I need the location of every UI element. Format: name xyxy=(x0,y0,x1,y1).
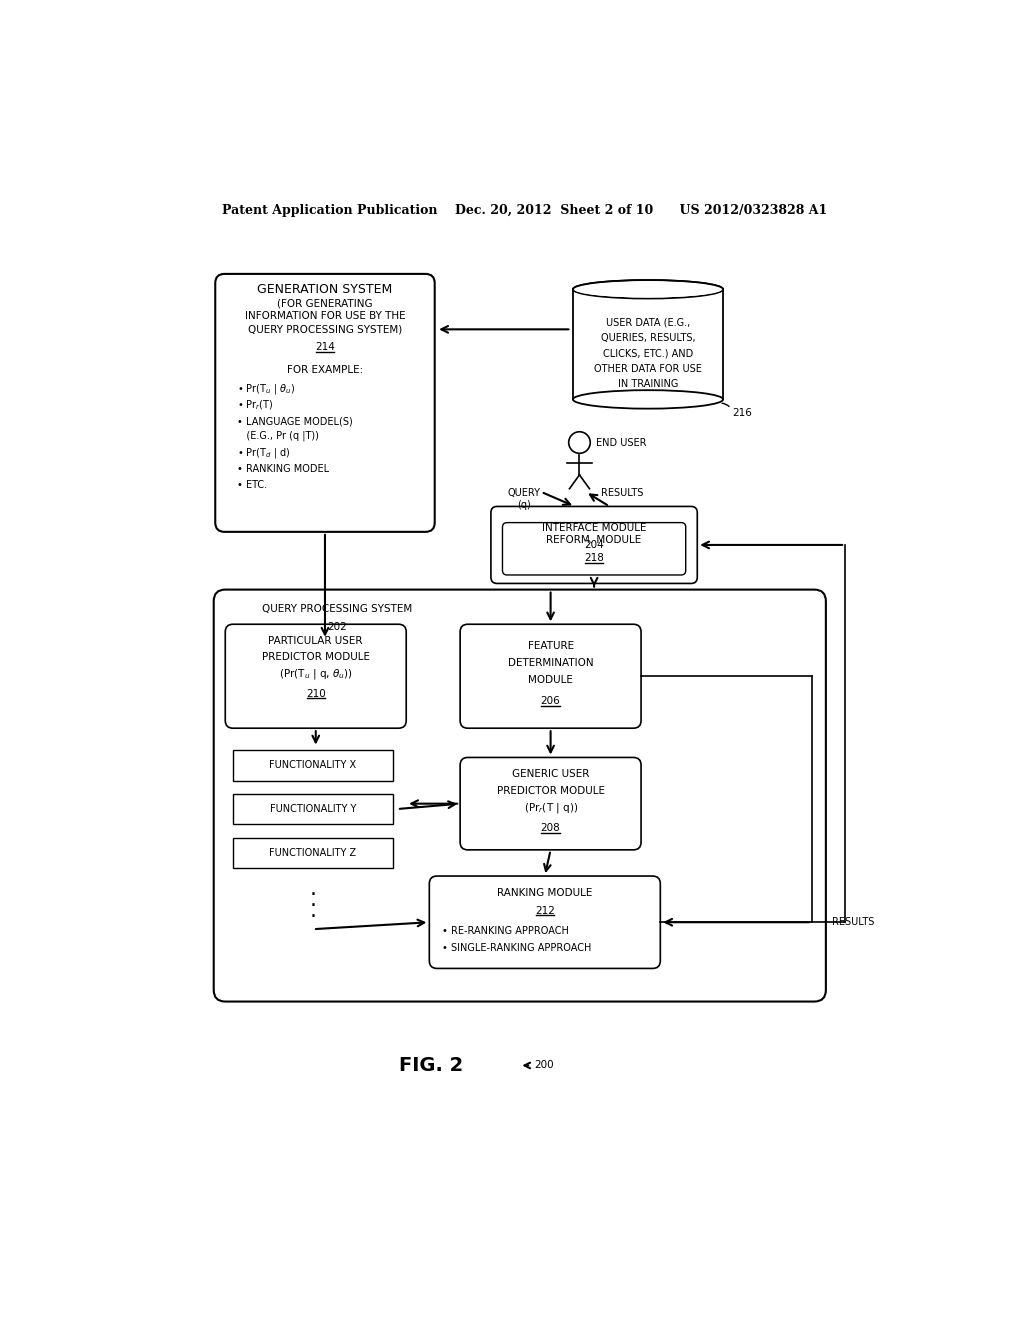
Text: • Pr(T$_d$ | d): • Pr(T$_d$ | d) xyxy=(237,446,291,459)
Text: 216: 216 xyxy=(732,408,753,418)
Text: 208: 208 xyxy=(541,824,560,833)
Ellipse shape xyxy=(572,280,723,298)
Text: QUERIES, RESULTS,: QUERIES, RESULTS, xyxy=(601,333,695,343)
Text: (q): (q) xyxy=(517,500,530,510)
Bar xyxy=(233,750,393,780)
Text: .: . xyxy=(309,879,316,899)
Text: PREDICTOR MODULE: PREDICTOR MODULE xyxy=(497,787,604,796)
Text: PARTICULAR USER: PARTICULAR USER xyxy=(268,636,362,647)
Text: .: . xyxy=(309,890,316,909)
Ellipse shape xyxy=(573,281,722,297)
Text: • ETC.: • ETC. xyxy=(237,480,267,490)
Text: 200: 200 xyxy=(535,1060,554,1071)
Text: 204: 204 xyxy=(585,540,604,550)
Text: • SINGLE-RANKING APPROACH: • SINGLE-RANKING APPROACH xyxy=(441,944,591,953)
Text: Patent Application Publication    Dec. 20, 2012  Sheet 2 of 10      US 2012/0323: Patent Application Publication Dec. 20, … xyxy=(222,205,827,218)
Text: GENERATION SYSTEM: GENERATION SYSTEM xyxy=(257,282,392,296)
FancyBboxPatch shape xyxy=(460,758,641,850)
Text: CLICKS, ETC.) AND: CLICKS, ETC.) AND xyxy=(603,348,693,358)
Text: • LANGUAGE MODEL(S): • LANGUAGE MODEL(S) xyxy=(237,417,352,426)
FancyBboxPatch shape xyxy=(490,507,697,583)
Text: QUERY PROCESSING SYSTEM): QUERY PROCESSING SYSTEM) xyxy=(248,325,402,334)
Text: FIG. 2: FIG. 2 xyxy=(398,1056,463,1074)
Bar xyxy=(233,793,393,825)
Text: INTERFACE MODULE: INTERFACE MODULE xyxy=(542,523,646,533)
Bar xyxy=(233,838,393,869)
Text: .: . xyxy=(309,900,316,920)
FancyBboxPatch shape xyxy=(460,624,641,729)
Bar xyxy=(572,289,723,400)
Text: 214: 214 xyxy=(315,342,335,352)
Text: (FOR GENERATING: (FOR GENERATING xyxy=(278,298,373,308)
Ellipse shape xyxy=(572,391,723,409)
Text: 210: 210 xyxy=(306,689,326,698)
Text: • Pr$_r$(T): • Pr$_r$(T) xyxy=(237,399,273,412)
Text: QUERY PROCESSING SYSTEM: QUERY PROCESSING SYSTEM xyxy=(262,603,412,614)
FancyBboxPatch shape xyxy=(429,876,660,969)
Text: GENERIC USER: GENERIC USER xyxy=(512,770,589,779)
Text: 218: 218 xyxy=(584,553,604,564)
Text: RESULTS: RESULTS xyxy=(601,488,643,499)
Text: RESULTS: RESULTS xyxy=(833,917,874,927)
Text: MODULE: MODULE xyxy=(528,675,573,685)
Text: QUERY: QUERY xyxy=(508,488,541,499)
Text: (Pr(T$_u$ | q, $\theta_u$)): (Pr(T$_u$ | q, $\theta_u$)) xyxy=(279,667,352,681)
Text: • RANKING MODEL: • RANKING MODEL xyxy=(237,463,329,474)
Text: FUNCTIONALITY Y: FUNCTIONALITY Y xyxy=(270,804,356,814)
Text: DETERMINATION: DETERMINATION xyxy=(508,657,593,668)
Text: OTHER DATA FOR USE: OTHER DATA FOR USE xyxy=(594,363,701,374)
Text: 212: 212 xyxy=(535,906,555,916)
Text: • RE-RANKING APPROACH: • RE-RANKING APPROACH xyxy=(441,927,568,936)
Text: INFORMATION FOR USE BY THE: INFORMATION FOR USE BY THE xyxy=(245,312,406,321)
Text: REFORM. MODULE: REFORM. MODULE xyxy=(547,535,642,545)
Text: PREDICTOR MODULE: PREDICTOR MODULE xyxy=(262,652,370,661)
Text: END USER: END USER xyxy=(596,437,647,447)
Text: FUNCTIONALITY Z: FUNCTIONALITY Z xyxy=(269,847,356,858)
Text: IN TRAINING: IN TRAINING xyxy=(617,379,678,389)
FancyBboxPatch shape xyxy=(225,624,407,729)
Text: (Pr$_r$(T | q)): (Pr$_r$(T | q)) xyxy=(523,801,578,816)
Text: FUNCTIONALITY X: FUNCTIONALITY X xyxy=(269,760,356,770)
Text: USER DATA (E.G.,: USER DATA (E.G., xyxy=(606,317,690,327)
Text: (E.G., Pr (q |T)): (E.G., Pr (q |T)) xyxy=(237,430,318,441)
FancyBboxPatch shape xyxy=(503,523,686,576)
Text: 202: 202 xyxy=(327,622,347,631)
Text: RANKING MODULE: RANKING MODULE xyxy=(497,888,593,898)
Text: FEATURE: FEATURE xyxy=(527,640,573,651)
FancyBboxPatch shape xyxy=(214,590,826,1002)
Text: FOR EXAMPLE:: FOR EXAMPLE: xyxy=(287,366,364,375)
Text: • Pr(T$_u$ | $\theta_u$): • Pr(T$_u$ | $\theta_u$) xyxy=(237,383,295,396)
FancyBboxPatch shape xyxy=(215,275,435,532)
Text: 206: 206 xyxy=(541,696,560,706)
